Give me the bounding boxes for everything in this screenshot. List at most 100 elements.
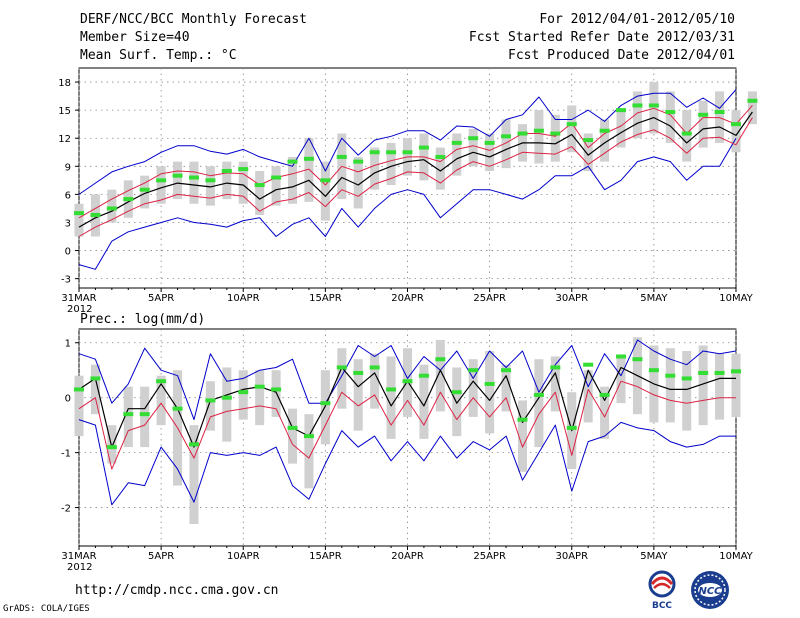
spread-box xyxy=(550,114,560,162)
spread-box xyxy=(616,110,626,148)
observation-mark xyxy=(616,108,627,113)
spread-box xyxy=(222,367,232,442)
observation-mark xyxy=(566,122,577,127)
spread-box xyxy=(747,91,757,125)
footer-url[interactable]: http://cmdp.ncc.cma.gov.cn xyxy=(75,583,279,598)
spread-box xyxy=(90,364,100,415)
observation-mark xyxy=(271,387,282,392)
observation-mark xyxy=(90,376,101,381)
spread-box xyxy=(715,353,725,420)
spread-box xyxy=(271,166,281,206)
x-year-label: 2012 xyxy=(67,304,92,315)
spread-box xyxy=(370,353,380,409)
ensemble-mean-line xyxy=(78,111,753,228)
observation-mark xyxy=(123,197,134,202)
x-tick-label: 5MAY xyxy=(640,551,668,562)
y-tick-label: 0 xyxy=(65,247,71,258)
observation-mark xyxy=(205,398,216,403)
observation-mark xyxy=(648,103,659,108)
y-tick-label: -2 xyxy=(61,504,71,515)
observation-mark xyxy=(402,379,413,384)
spread-box xyxy=(452,133,462,176)
ncc-logo-icon: NCC xyxy=(691,571,729,609)
spread-box xyxy=(173,161,183,200)
spread-box xyxy=(698,345,708,426)
observation-mark xyxy=(139,187,150,192)
x-tick-label: 15APR xyxy=(309,293,342,304)
observation-mark xyxy=(90,212,101,217)
variable-label-precip: Prec.: log(mm/d) xyxy=(80,312,206,327)
spread-box xyxy=(501,119,511,169)
observation-mark xyxy=(632,357,643,362)
spread-box xyxy=(288,408,298,464)
spread-box xyxy=(731,110,741,153)
x-tick-label: 5APR xyxy=(148,551,174,562)
ncc-logo-text: NCC xyxy=(698,586,722,597)
y-tick-label: -3 xyxy=(61,275,71,286)
lower-bound-line xyxy=(78,419,736,506)
spread-box xyxy=(649,82,659,134)
spread-box xyxy=(238,370,248,420)
x-tick-label: 10MAY xyxy=(719,551,753,562)
chart-title: DERF/NCC/BCC Monthly Forecast xyxy=(80,12,307,27)
spread-box xyxy=(140,175,150,209)
observation-mark xyxy=(418,145,429,150)
forecast-started-date: Fcst Started Refer Date 2012/03/31 xyxy=(468,30,735,45)
observation-mark xyxy=(731,122,741,127)
observation-mark xyxy=(550,131,561,136)
x-year-label: 2012 xyxy=(67,562,92,573)
x-tick-label: 31MAR xyxy=(61,551,96,562)
temperature-panel: 31MAR 5APR 10APR 15APR 20APR 25APR 30APR 5MAY 10… xyxy=(58,67,758,315)
observation-mark xyxy=(353,370,364,375)
y-tick-label: 9 xyxy=(65,162,71,173)
y-tick-label: 12 xyxy=(58,134,71,145)
observation-mark xyxy=(435,154,446,159)
y-tick-label: 15 xyxy=(58,106,71,117)
observation-mark xyxy=(254,183,265,188)
spread-box xyxy=(583,370,593,423)
observation-mark xyxy=(336,154,347,159)
observation-mark xyxy=(451,390,462,395)
spread-high-line xyxy=(78,105,753,219)
observation-mark xyxy=(599,128,610,133)
observation-mark xyxy=(583,362,594,367)
y-tick-label: 1 xyxy=(65,339,71,350)
x-tick-label: 5MAY xyxy=(640,293,668,304)
observation-mark xyxy=(238,167,249,172)
observation-mark xyxy=(303,434,314,439)
spread-box xyxy=(501,364,511,412)
observation-mark xyxy=(172,406,183,411)
observation-mark xyxy=(616,354,627,359)
observation-mark xyxy=(156,379,167,384)
spread-box xyxy=(665,91,675,143)
upper-bound-line xyxy=(78,339,737,421)
spread-box xyxy=(205,381,215,431)
observation-mark xyxy=(254,384,265,389)
observation-mark xyxy=(353,159,364,164)
spread-box xyxy=(74,375,84,437)
observation-mark xyxy=(271,175,282,180)
observation-mark xyxy=(221,395,232,400)
spread-box xyxy=(550,356,560,412)
forecast-produced-date: Fcst Produced Date 2012/04/01 xyxy=(508,48,735,63)
spread-box xyxy=(156,375,166,426)
observation-mark xyxy=(698,370,709,375)
observation-mark xyxy=(139,412,150,417)
precipitation-panel: 31MAR 5APR 10APR 15APR 20APR 25APR 30APR 5MAY 10… xyxy=(61,328,754,573)
spread-box xyxy=(107,425,117,464)
spread-box xyxy=(304,138,314,202)
spread-box xyxy=(255,170,265,215)
x-tick-label: 25APR xyxy=(473,293,506,304)
observation-mark xyxy=(484,381,495,386)
observation-mark xyxy=(106,445,117,450)
spread-box xyxy=(632,91,642,139)
spread-box xyxy=(353,359,363,431)
forecast-period: For 2012/04/01-2012/05/10 xyxy=(539,12,735,27)
observation-mark xyxy=(418,373,429,378)
grads-credit: GrADS: COLA/IGES xyxy=(3,604,90,614)
spread-box xyxy=(600,386,610,439)
observation-mark xyxy=(468,136,479,141)
spread-box xyxy=(485,350,495,434)
observation-mark xyxy=(648,368,659,373)
observation-mark xyxy=(501,368,512,373)
